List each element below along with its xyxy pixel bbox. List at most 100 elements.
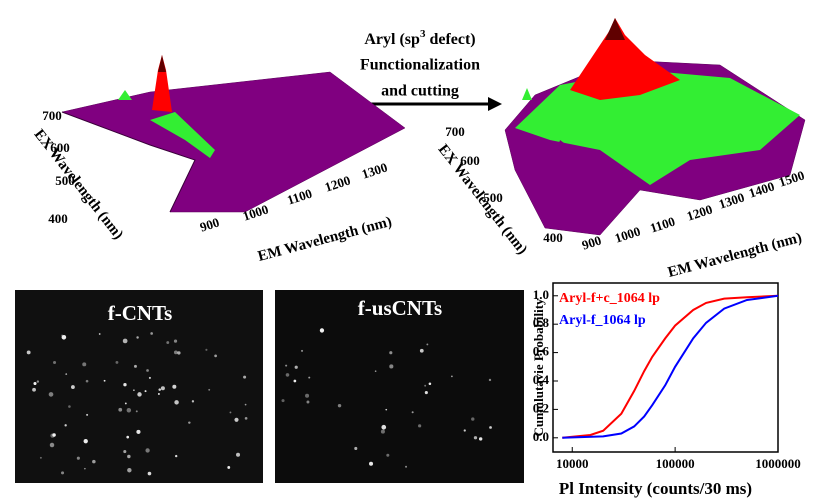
arrow-head	[488, 97, 502, 111]
spot	[451, 376, 453, 378]
x-tick-label: 1200	[685, 201, 714, 223]
spot	[145, 448, 149, 452]
spot	[127, 455, 130, 458]
spot	[301, 350, 303, 352]
spot	[125, 402, 127, 404]
legend-entry: Aryl-f+c_1064 lp	[559, 291, 660, 306]
spot	[385, 409, 387, 411]
spot	[127, 408, 131, 412]
spot	[61, 334, 63, 336]
x-tick-label: 10000	[556, 456, 589, 471]
arrow-label: and cutting	[381, 83, 459, 100]
spot	[86, 380, 89, 383]
spot	[64, 424, 66, 426]
spot	[158, 393, 160, 395]
y-axis-title: EX Wavelength (nm)	[31, 127, 127, 243]
y-tick-label: 700	[42, 108, 62, 123]
spot	[77, 457, 80, 460]
spot	[84, 468, 86, 470]
spot	[285, 365, 287, 367]
spot	[489, 426, 492, 429]
spot	[306, 401, 309, 404]
spot	[82, 362, 86, 366]
spot	[245, 404, 247, 406]
spot	[33, 382, 36, 385]
spot	[52, 433, 55, 436]
arrow-label: Aryl (sp3 defect)	[364, 28, 475, 48]
spot	[61, 471, 64, 474]
spot	[214, 355, 217, 358]
spot	[474, 436, 477, 439]
spot	[158, 388, 161, 391]
spot	[412, 411, 414, 413]
x-tick-label: 1000	[613, 223, 642, 245]
spot	[354, 447, 357, 450]
spot	[208, 389, 210, 391]
spot	[305, 394, 309, 398]
x-tick-label: 100000	[656, 456, 695, 471]
legend-entry: Aryl-f_1064 lp	[559, 313, 646, 328]
x-axis-title: Pl Intensity (counts/30 ms)	[559, 479, 752, 498]
x-tick-label: 900	[198, 214, 221, 234]
spot	[123, 450, 126, 453]
x-axis-title: EM Wavelength (nm)	[666, 230, 803, 281]
spot	[192, 400, 194, 402]
spot	[295, 366, 298, 369]
x-tick-label: 1200	[323, 172, 352, 194]
image-label: f-usCNTs	[358, 296, 442, 320]
spot	[464, 429, 466, 431]
spot	[166, 341, 169, 344]
spot	[320, 328, 324, 332]
spot	[479, 437, 482, 440]
spot	[146, 369, 149, 372]
spot	[230, 411, 232, 413]
spot	[136, 410, 138, 412]
spot	[386, 454, 389, 457]
spot	[123, 383, 126, 386]
spot	[49, 392, 54, 397]
spot	[389, 351, 392, 354]
y-axis-title: Cumulutavie Probability	[531, 298, 546, 437]
spot	[104, 380, 106, 382]
spot	[71, 385, 75, 389]
spot	[175, 455, 177, 457]
spot	[369, 462, 373, 466]
y-tick-label: 700	[445, 124, 465, 139]
spot	[243, 376, 246, 379]
surface-right	[505, 18, 805, 235]
spot	[174, 350, 178, 354]
x-tick-label: 900	[580, 232, 603, 252]
spot	[68, 405, 71, 408]
spot	[338, 404, 341, 407]
spot	[53, 361, 56, 364]
spot	[149, 377, 151, 379]
spot	[245, 417, 248, 420]
spot	[50, 443, 54, 447]
spot	[375, 370, 377, 372]
spot	[177, 351, 180, 354]
x-axis-title: EM Wavelength (nm)	[256, 214, 393, 265]
spot	[426, 343, 428, 345]
figure: Aryl (sp3 defect) Functionalization and …	[0, 0, 829, 499]
spot	[127, 468, 131, 472]
spot	[133, 389, 135, 391]
spot	[65, 373, 67, 375]
arrow-label-suffix: defect)	[425, 31, 475, 48]
spot	[174, 400, 179, 405]
spot	[134, 365, 137, 368]
image-label: f-CNTs	[108, 301, 173, 325]
surface-left	[62, 55, 405, 212]
arrow-label-prefix: Aryl (sp	[364, 31, 420, 48]
spot	[286, 373, 290, 377]
y-tick-label: 400	[48, 211, 68, 226]
spot	[172, 385, 176, 389]
spot	[174, 340, 177, 343]
spot	[84, 439, 88, 443]
spot	[424, 385, 426, 387]
spot	[471, 417, 474, 420]
arrow-label: Functionalization	[360, 57, 480, 74]
spot	[234, 418, 238, 422]
spot	[123, 339, 128, 344]
x-tick-label: 1000000	[755, 456, 801, 471]
plot-frame	[553, 283, 778, 452]
